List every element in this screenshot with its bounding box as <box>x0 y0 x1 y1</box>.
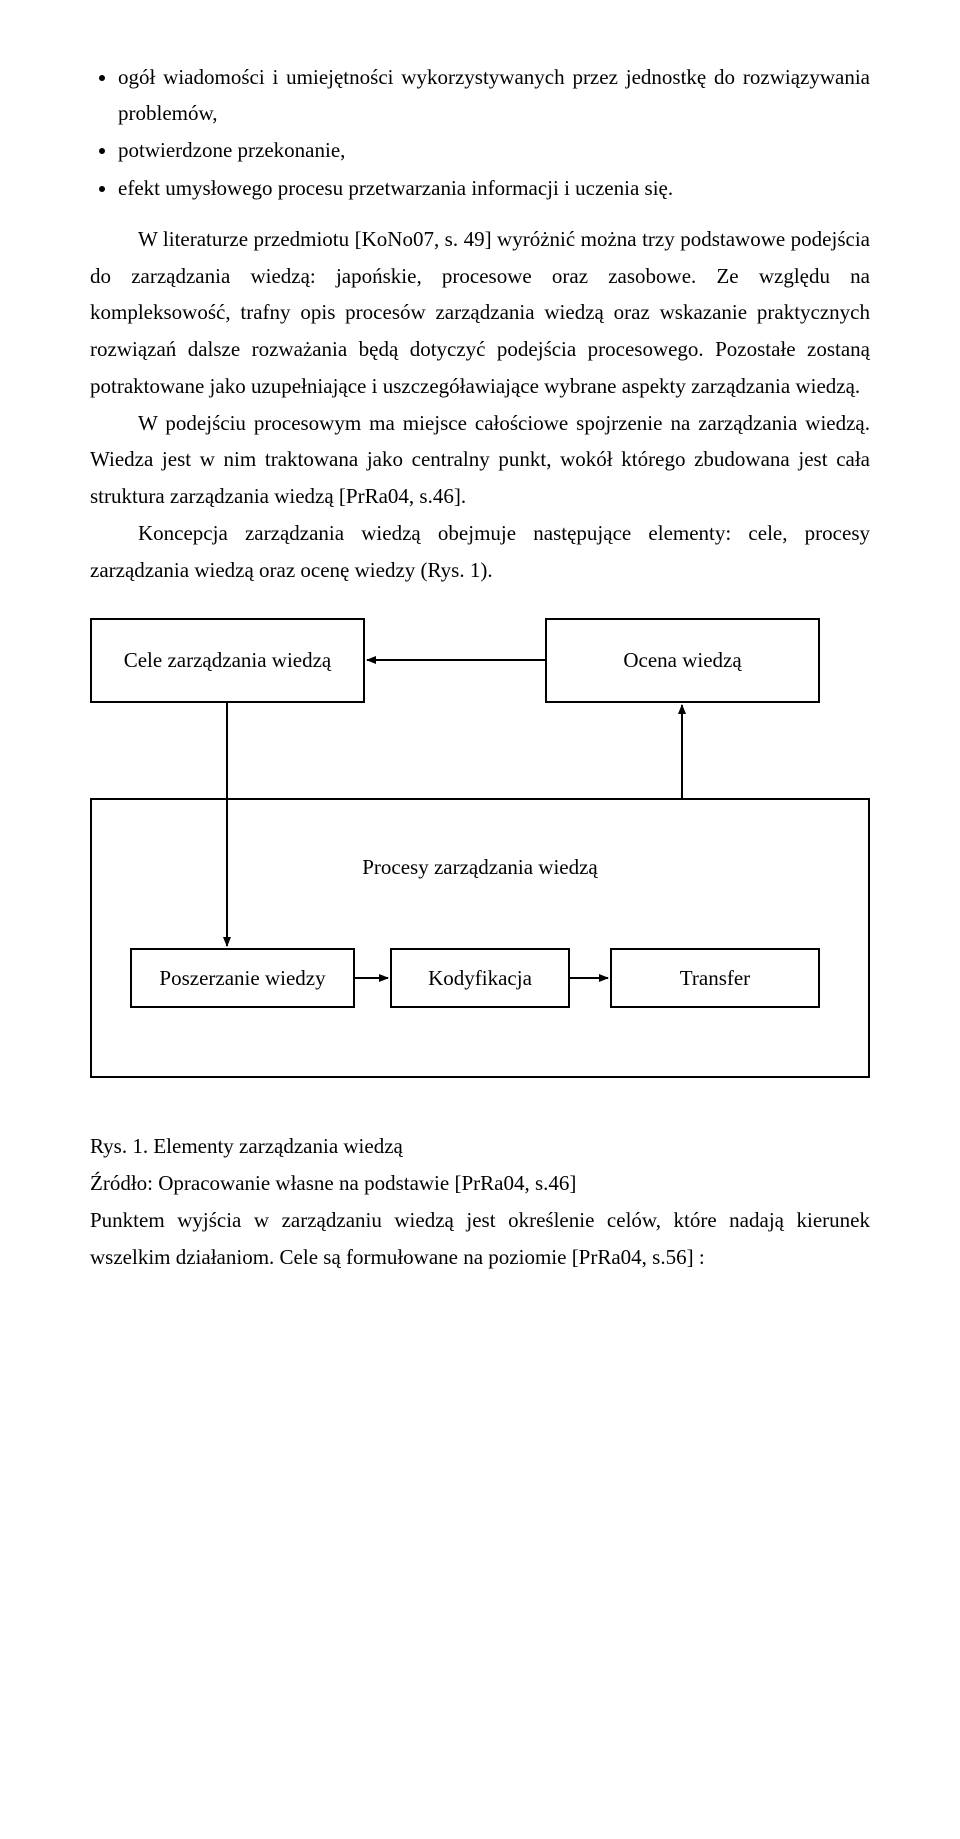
paragraph-1: W literaturze przedmiotu [KoNo07, s. 49]… <box>90 221 870 405</box>
paragraph-2: W podejściu procesowym ma miejsce całośc… <box>90 405 870 515</box>
flowchart: Cele zarządzania wiedzą Ocena wiedzą Pro… <box>90 618 870 1098</box>
node-procesy: Procesy zarządzania wiedzą <box>290 843 670 891</box>
node-label: Ocena wiedzą <box>623 647 741 674</box>
node-label: Procesy zarządzania wiedzą <box>362 854 598 881</box>
paragraph-3: Koncepcja zarządzania wiedzą obejmuje na… <box>90 515 870 589</box>
node-kodyf: Kodyfikacja <box>390 948 570 1008</box>
bullet-item: potwierdzone przekonanie, <box>118 133 870 169</box>
node-cele: Cele zarządzania wiedzą <box>90 618 365 703</box>
node-frame <box>90 798 870 1078</box>
bullet-item: efekt umysłowego procesu przetwarzania i… <box>118 171 870 207</box>
paragraph-4: Punktem wyjścia w zarządzaniu wiedzą jes… <box>90 1202 870 1276</box>
figure-caption: Rys. 1. Elementy zarządzania wiedzą <box>90 1128 870 1165</box>
bullet-item: ogół wiadomości i umiejętności wykorzyst… <box>118 60 870 131</box>
node-ocena: Ocena wiedzą <box>545 618 820 703</box>
node-label: Transfer <box>680 965 750 992</box>
node-poszerz: Poszerzanie wiedzy <box>130 948 355 1008</box>
node-transfer: Transfer <box>610 948 820 1008</box>
figure-source: Źródło: Opracowanie własne na podstawie … <box>90 1165 870 1202</box>
bullet-list: ogół wiadomości i umiejętności wykorzyst… <box>90 60 870 207</box>
node-label: Cele zarządzania wiedzą <box>124 647 332 674</box>
node-label: Poszerzanie wiedzy <box>159 965 325 992</box>
node-label: Kodyfikacja <box>428 965 532 992</box>
